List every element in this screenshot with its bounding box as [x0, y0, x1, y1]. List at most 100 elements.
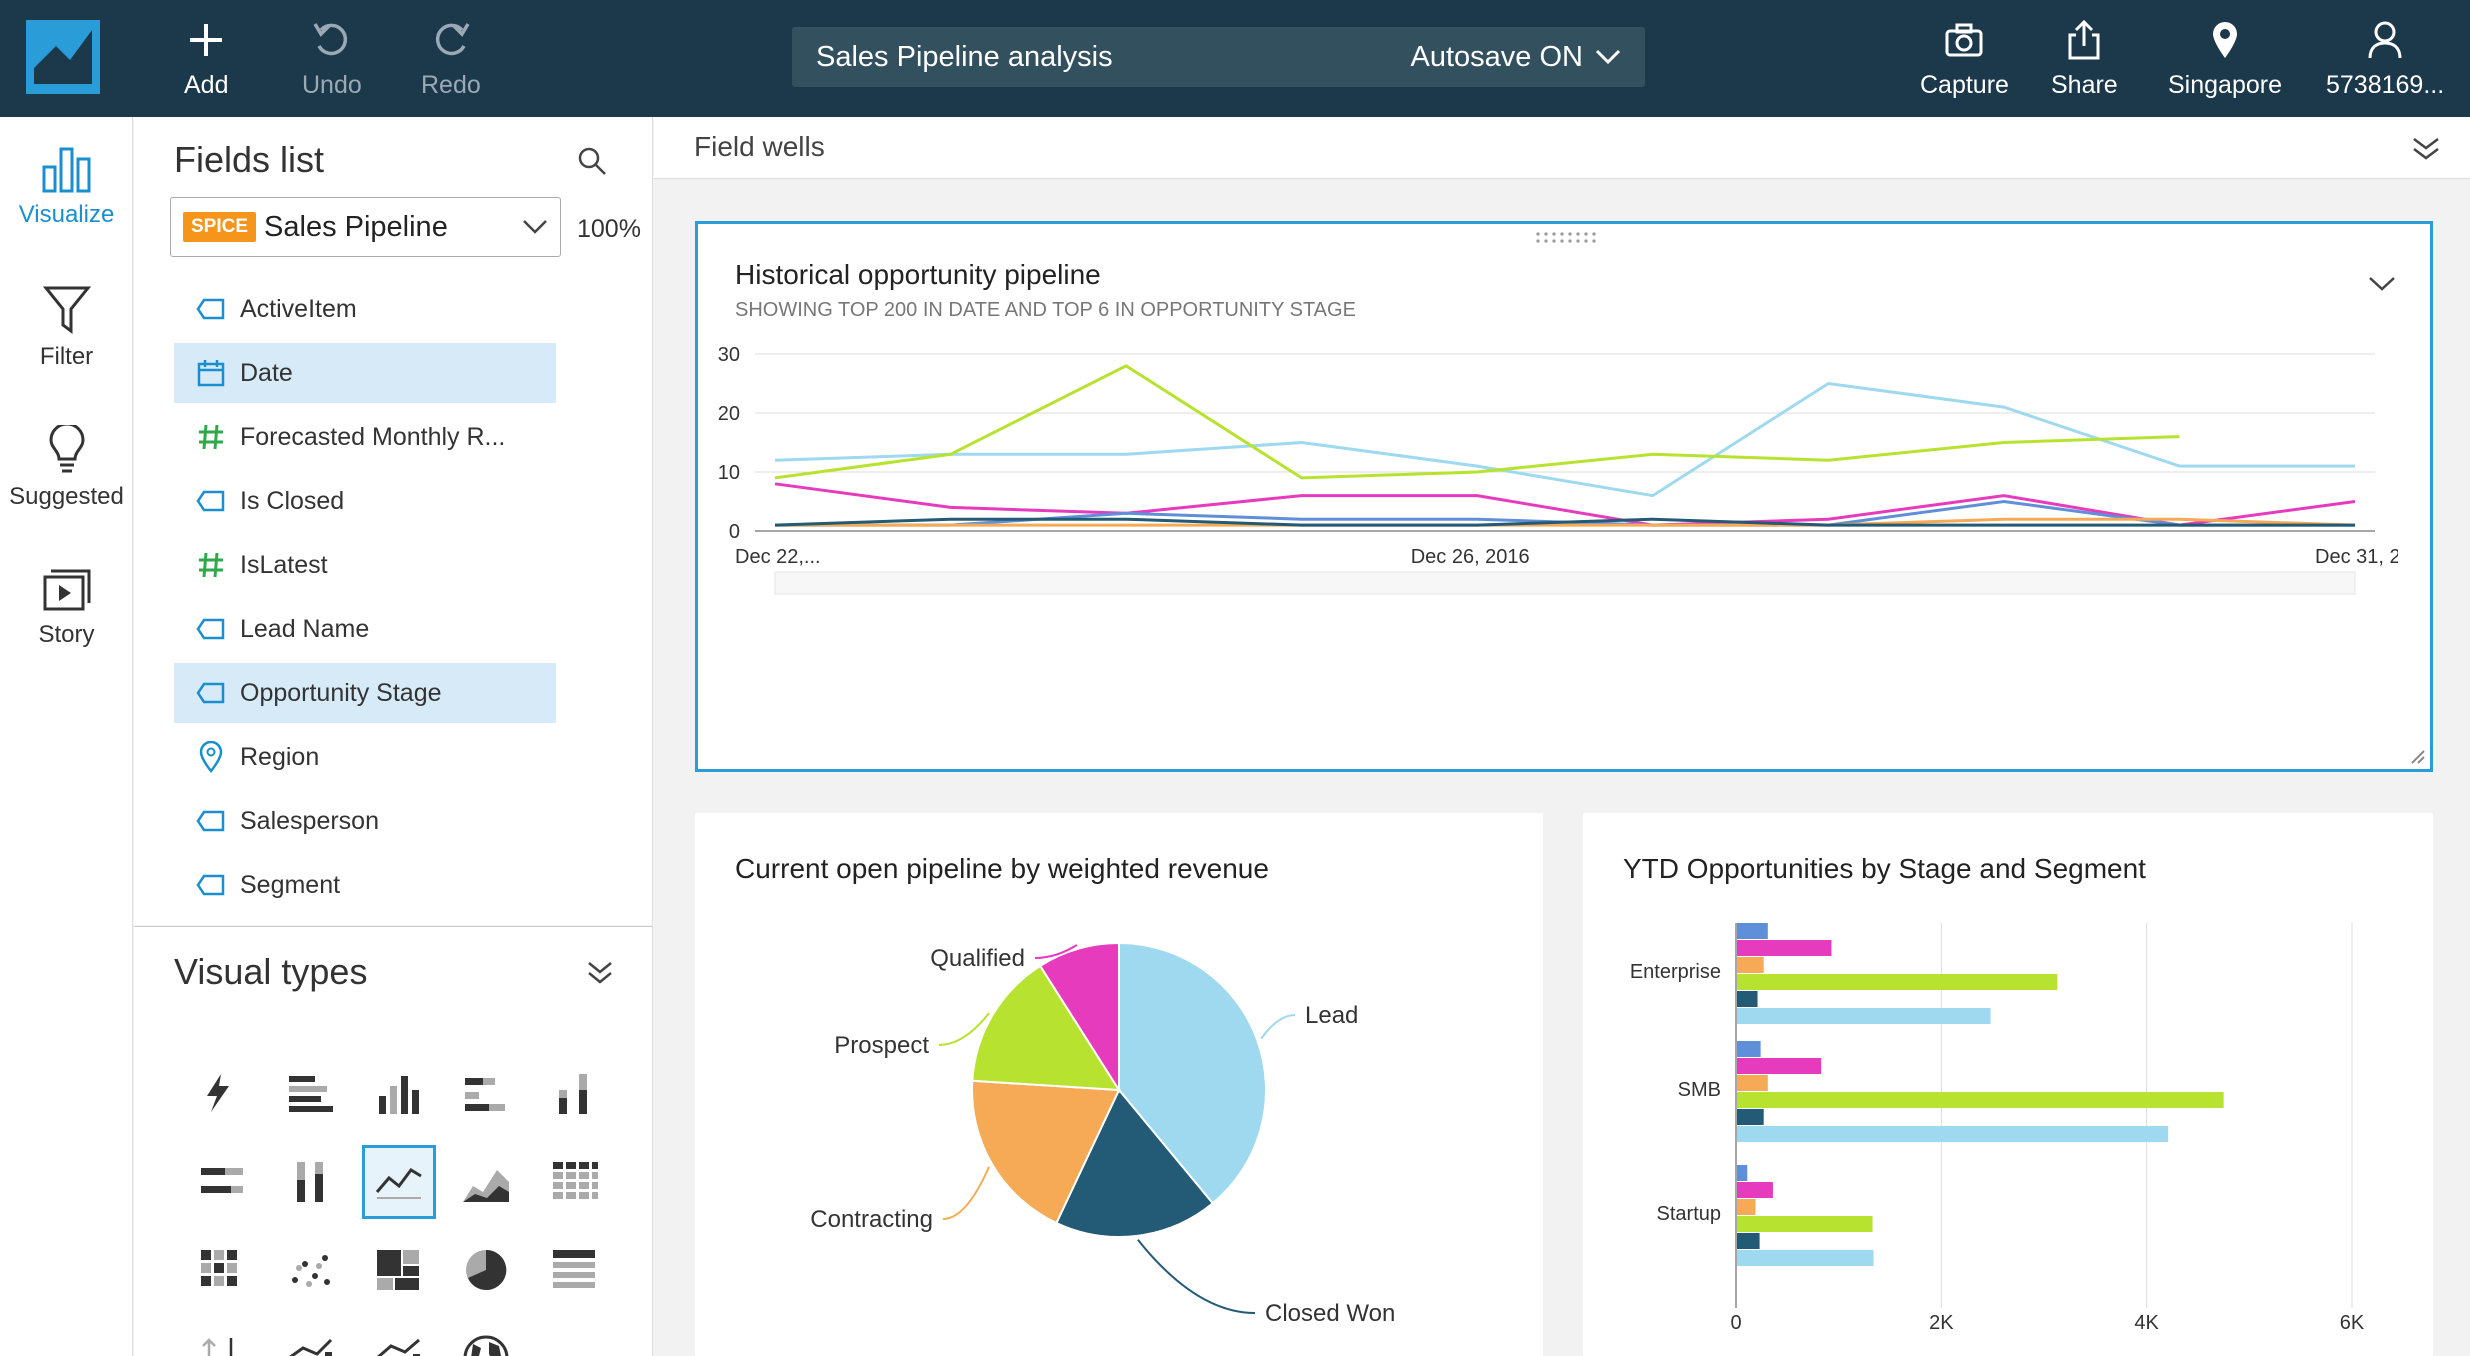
chevron-down-icon [1595, 49, 1621, 65]
visual-type-vertical-bar[interactable] [362, 1057, 436, 1131]
visual-type-horizontal-stacked-bar[interactable] [450, 1057, 524, 1131]
visual-type-horizontal-100-bar[interactable] [186, 1145, 260, 1219]
hash-icon [194, 420, 228, 454]
pie-slice-label: Qualified [930, 945, 1025, 972]
visual-type-combo-line-chart[interactable] [362, 1321, 436, 1356]
field-item[interactable]: Segment [174, 855, 556, 915]
line-chart-subtitle: SHOWING TOP 200 IN DATE AND TOP 6 IN OPP… [735, 299, 1356, 321]
undo-button[interactable]: Undo [302, 18, 362, 100]
rail-item-visualize[interactable]: Visualize [0, 145, 133, 255]
rail-item-story[interactable]: Story [0, 565, 133, 675]
drag-handle-icon[interactable] [1534, 230, 1598, 246]
tag-icon [194, 868, 228, 902]
visual-type-combo-chart[interactable] [274, 1321, 348, 1356]
search-fields-button[interactable] [570, 139, 614, 183]
expand-field-wells-button[interactable] [2406, 129, 2446, 169]
analysis-title[interactable]: Sales Pipeline analysis [816, 40, 1113, 73]
heat-map-icon [201, 1250, 237, 1286]
account-menu[interactable]: 5738169... [2326, 18, 2444, 100]
pie-leader-line [942, 1166, 990, 1220]
quicksight-logo[interactable] [26, 20, 100, 94]
field-item[interactable]: Is Closed [174, 471, 556, 531]
field-wells-bar[interactable]: Field wells [654, 117, 2470, 179]
line-chart-plot[interactable]: 0 10 20 30 Dec 22,... Dec 26, 2016 Dec 31, 20 [698, 334, 2398, 764]
visual-type-vertical-100-bar[interactable] [274, 1145, 348, 1219]
bar [1737, 1058, 1822, 1074]
add-button[interactable]: Add [184, 18, 228, 100]
field-item[interactable]: ActiveItem [174, 279, 556, 339]
bar [1737, 1233, 1760, 1249]
resize-handle-icon[interactable] [2406, 745, 2426, 765]
pie-chart-visual[interactable]: Current open pipeline by weighted revenu… [695, 813, 1543, 1356]
account-label: 5738169... [2326, 71, 2445, 99]
visual-type-autograph[interactable] [186, 1057, 260, 1131]
field-label: Region [240, 742, 320, 771]
pie-slice-label: Lead [1305, 1002, 1358, 1029]
visual-type-pie[interactable] [450, 1233, 524, 1307]
line-series [774, 381, 2355, 498]
pie-slice [1055, 1088, 1215, 1238]
field-item[interactable]: Region [174, 727, 556, 787]
visual-menu-button[interactable] [2362, 264, 2402, 304]
field-item[interactable]: Lead Name [174, 599, 556, 659]
visual-type-heat-map[interactable] [186, 1233, 260, 1307]
field-item[interactable]: Date [174, 343, 556, 403]
field-item[interactable]: IsLatest [174, 535, 556, 595]
bar-chart-visual[interactable]: YTD Opportunities by Stage and Segment 0… [1583, 813, 2433, 1356]
visual-type-line[interactable] [362, 1145, 436, 1219]
bar [1737, 957, 1764, 973]
share-label: Share [2051, 71, 2118, 99]
dataset-selector[interactable]: SPICE Sales Pipeline [170, 197, 561, 257]
line-chart-visual[interactable]: Historical opportunity pipeline SHOWING … [695, 221, 2433, 772]
pie-slice-label: Closed Won [1265, 1300, 1395, 1327]
visual-type-horizontal-bar[interactable] [274, 1057, 348, 1131]
visual-type-table[interactable] [538, 1233, 612, 1307]
redo-button[interactable]: Redo [421, 18, 481, 100]
field-item[interactable]: Salesperson [174, 791, 556, 851]
visual-type-area-line[interactable] [450, 1145, 524, 1219]
y-tick-label: 10 [718, 462, 740, 484]
rail-item-suggested[interactable]: Suggested [0, 425, 133, 535]
pie-leader-line [938, 1012, 990, 1046]
visual-type-geo-map[interactable] [450, 1321, 524, 1356]
rail-item-filter[interactable]: Filter [0, 285, 133, 395]
capture-button[interactable]: Capture [1920, 18, 2009, 100]
visual-type-vertical-stacked-bar[interactable] [538, 1057, 612, 1131]
pie-chart-plot[interactable]: Lead Closed Won Contracting Prospect Qualifi… [695, 913, 1543, 1353]
pie-icon [466, 1249, 507, 1290]
capture-label: Capture [1920, 71, 2009, 99]
x-tick-label: 0 [1730, 1312, 1741, 1334]
line-series [774, 517, 2355, 527]
redo-icon [429, 18, 473, 62]
line-series [775, 517, 2356, 527]
autosave-label: Autosave ON [1410, 40, 1583, 73]
double-chevron-down-icon [588, 962, 612, 984]
bar-chart-plot[interactable]: 0 2K 4K 6K Enterprise SMB Startup [1583, 913, 2433, 1353]
share-button[interactable]: Share [2051, 18, 2118, 100]
line-chart-title: Historical opportunity pipeline [735, 259, 1101, 290]
geo-map-icon [463, 1335, 509, 1356]
visual-type-pivot-table[interactable] [538, 1145, 612, 1219]
field-item[interactable]: Opportunity Stage [174, 663, 556, 723]
scatter-plot-icon [292, 1255, 330, 1287]
undo-label: Undo [302, 71, 362, 99]
visual-type-kpi[interactable] [186, 1321, 260, 1356]
search-icon [578, 147, 606, 175]
autosave-dropdown[interactable]: Autosave ON [1411, 41, 1621, 74]
visual-type-scatter-plot[interactable] [274, 1233, 348, 1307]
tree-map-icon [377, 1250, 419, 1290]
region-selector[interactable]: Singapore [2168, 18, 2282, 100]
collapse-visual-types-button[interactable] [580, 953, 620, 993]
visual-type-tree-map[interactable] [362, 1233, 436, 1307]
field-item[interactable]: Forecasted Monthly R... [174, 407, 556, 467]
visual-types-panel: Visual types [134, 926, 653, 1356]
bar [1737, 1075, 1768, 1091]
pie-leader-line [1034, 944, 1078, 959]
region-label: Singapore [2168, 71, 2282, 99]
tag-icon [194, 676, 228, 710]
redo-label: Redo [421, 71, 481, 99]
field-label: ActiveItem [240, 294, 357, 323]
y-tick-label: 20 [718, 403, 740, 425]
analysis-title-box[interactable]: Sales Pipeline analysis Autosave ON [792, 27, 1645, 87]
bar [1737, 1041, 1761, 1057]
